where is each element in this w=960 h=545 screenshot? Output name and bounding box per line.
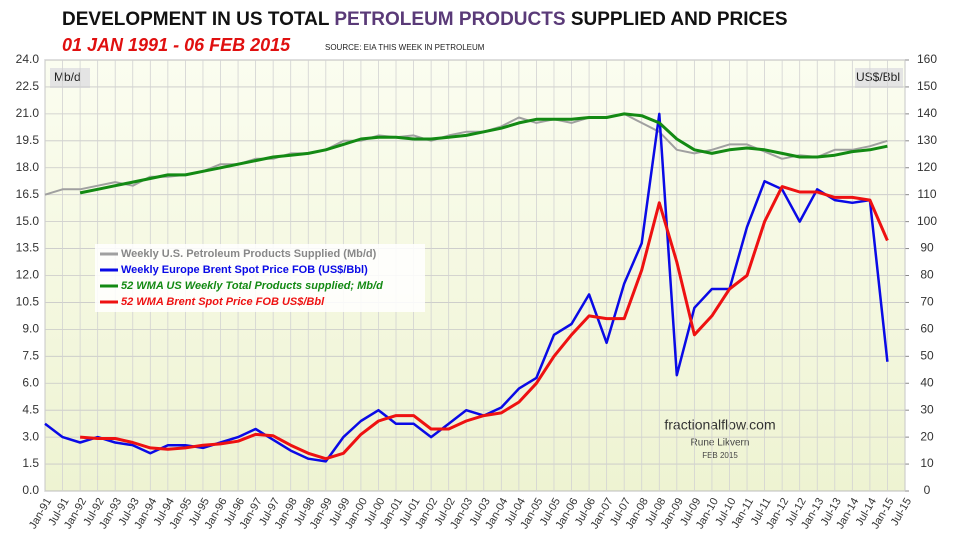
y2-tick-label: 90 [920, 241, 934, 255]
source: SOURCE: EIA THIS WEEK IN PETROLEUM [325, 43, 485, 52]
annotation: fractionalflow.com [664, 417, 775, 433]
y2-tick-label: 110 [917, 187, 936, 201]
y2-tick-label: 10 [920, 456, 934, 470]
y2-tick-label: 120 [917, 160, 937, 174]
y-tick-label: 9.0 [22, 322, 39, 336]
y2-axis-label: US$/Bbl [856, 70, 900, 84]
annotation: FEB 2015 [702, 451, 738, 460]
y2-tick-label: 60 [920, 322, 934, 336]
y2-tick-label: 100 [917, 214, 937, 228]
subtitle: 01 JAN 1991 - 06 FEB 2015 [62, 35, 291, 55]
y-tick-label: 6.0 [22, 375, 39, 389]
y-tick-label: 1.5 [22, 456, 39, 470]
y2-tick-label: 20 [920, 429, 934, 443]
y-tick-label: 18.0 [16, 160, 40, 174]
y-tick-label: 13.5 [16, 241, 40, 255]
y2-tick-label: 70 [920, 295, 934, 309]
y2-tick-label: 30 [920, 402, 934, 416]
y2-tick-label: 40 [920, 375, 934, 389]
y-tick-label: 19.5 [16, 133, 40, 147]
y-tick-label: 12.0 [16, 268, 40, 282]
y-axis-label: Mb/d [54, 70, 81, 84]
y-tick-label: 3.0 [22, 429, 39, 443]
legend-label: 52 WMA US Weekly Total Products supplied… [121, 280, 383, 292]
title-part: DEVELOPMENT IN US TOTAL [62, 9, 334, 30]
y-tick-label: 15.0 [16, 214, 40, 228]
legend-label: Weekly U.S. Petroleum Products Supplied … [121, 248, 377, 260]
y2-tick-label: 130 [917, 133, 937, 147]
y-tick-label: 7.5 [22, 348, 39, 362]
y-tick-label: 24.0 [16, 52, 40, 66]
annotation: Rune Likvern [691, 438, 750, 449]
y2-tick-label: 150 [917, 79, 937, 93]
title-part: SUPPLIED AND PRICES [566, 9, 788, 30]
y-tick-label: 16.5 [16, 187, 40, 201]
chart-title: DEVELOPMENT IN US TOTAL PETROLEUM PRODUC… [62, 9, 788, 30]
axis-label-box [855, 68, 903, 88]
legend [95, 244, 425, 312]
legend-label: Weekly Europe Brent Spot Price FOB (US$/… [121, 264, 368, 276]
y-tick-label: 22.5 [16, 79, 40, 93]
series-line [79, 185, 889, 461]
series-line [44, 112, 889, 463]
y2-tick-label: 160 [917, 52, 937, 66]
y-tick-label: 10.5 [16, 295, 40, 309]
y-tick-label: 4.5 [22, 402, 39, 416]
y-tick-label: 21.0 [16, 106, 40, 120]
y-tick-label: 0.0 [22, 483, 39, 497]
y2-tick-label: 50 [920, 348, 934, 362]
series-line [79, 112, 888, 195]
title-part: PETROLEUM PRODUCTS [334, 9, 565, 30]
y2-tick-label: 140 [917, 106, 937, 120]
y2-tick-label: 0 [924, 483, 931, 497]
legend-label: 52 WMA Brent Spot Price FOB US$/Bbl [121, 296, 325, 308]
y2-tick-label: 80 [920, 268, 934, 282]
